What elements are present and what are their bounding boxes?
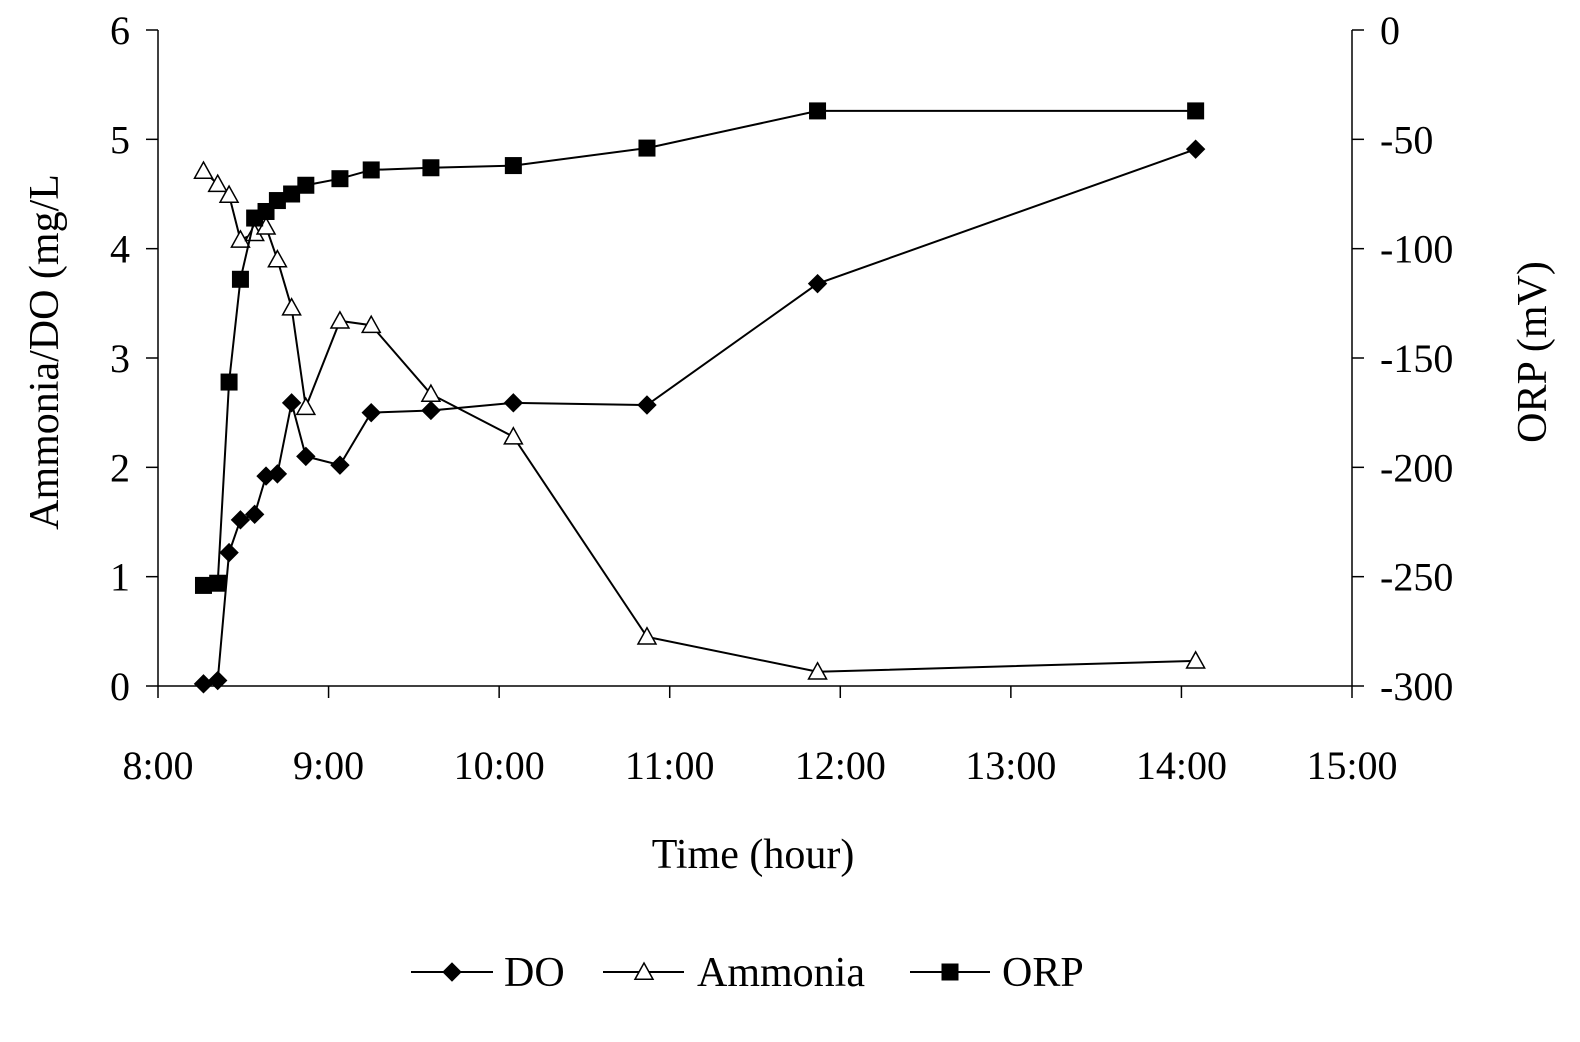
y-axis-title: Ammonia/DO (mg/L	[22, 174, 68, 530]
y2-tick-label: -50	[1380, 117, 1433, 162]
y2-tick-label: -250	[1380, 555, 1453, 600]
orp-point	[331, 170, 349, 188]
legend-label-do: DO	[504, 950, 565, 996]
do-point	[421, 400, 441, 421]
x-tick-label: 9:00	[293, 743, 364, 788]
x-tick-label: 11:00	[625, 743, 715, 788]
y2-tick-label: -150	[1380, 336, 1453, 381]
ammonia-point	[1185, 650, 1206, 669]
ammonia-point	[207, 173, 228, 193]
x-tick-label: 15:00	[1306, 743, 1397, 788]
ammonia-point	[636, 626, 658, 645]
x-tick-label: 14:00	[1136, 743, 1227, 788]
orp-point	[1187, 102, 1205, 120]
do-point	[503, 393, 524, 413]
y-tick-label: 1	[110, 555, 130, 600]
do-point	[1185, 139, 1206, 159]
ammonia-point	[218, 184, 240, 204]
y2-axis-title: ORP (mV)	[1510, 261, 1556, 443]
series-do	[193, 139, 1206, 694]
x-tick-label: 12:00	[795, 743, 886, 788]
ammonia-point	[360, 314, 382, 334]
legend-item-ammonia: Ammonia	[603, 950, 865, 996]
ammonia-point	[230, 229, 251, 248]
orp-point	[362, 161, 380, 179]
ammonia-point	[420, 383, 442, 403]
orp-point	[638, 139, 656, 157]
do-point	[193, 674, 214, 694]
y2-tick-label: 0	[1380, 8, 1400, 53]
ammonia-point	[329, 310, 351, 329]
do-point	[296, 446, 316, 467]
y-tick-label: 4	[110, 227, 130, 272]
do-point	[230, 510, 251, 530]
do-point	[244, 504, 265, 525]
series-layer	[193, 102, 1206, 694]
y-tick-label: 2	[110, 445, 130, 490]
orp-point	[209, 574, 227, 592]
y-tick-label: 3	[110, 336, 130, 381]
axes: 0 1 2 3 4 5 6 -300 -250 -200 -150 -100 -50 0 8:00 9:00 1…	[110, 8, 1453, 788]
series-ammonia	[193, 160, 1206, 680]
orp-point	[504, 157, 522, 175]
orp-point	[268, 192, 286, 210]
series-orp	[194, 102, 1205, 594]
orp-point	[220, 373, 238, 391]
ammonia-point	[503, 426, 524, 445]
x-tick-label: 13:00	[965, 743, 1056, 788]
x-tick-label: 10:00	[454, 743, 545, 788]
do-point	[281, 393, 302, 413]
do-line	[203, 148, 1196, 685]
x-axis-title: Time (hour)	[652, 832, 855, 878]
do-point	[219, 542, 239, 563]
legend-marker-orp	[941, 963, 959, 981]
y2-tick-label: -100	[1380, 227, 1453, 272]
orp-point	[422, 159, 440, 177]
y2-tick-label: -300	[1380, 664, 1453, 709]
do-point	[637, 395, 657, 415]
do-point	[361, 402, 381, 423]
legend: DO Ammonia ORP	[411, 950, 1084, 996]
legend-item-do: DO	[411, 950, 565, 996]
ammonia-point	[193, 160, 214, 179]
legend-label-orp: ORP	[1002, 950, 1084, 996]
orp-point	[231, 270, 249, 288]
legend-item-orp: ORP	[910, 950, 1084, 996]
ammonia-point	[807, 661, 828, 680]
do-point	[267, 464, 288, 484]
orp-point	[283, 185, 301, 203]
y-tick-label: 5	[110, 117, 130, 162]
ammonia-point	[281, 297, 302, 316]
ammonia-point	[267, 249, 288, 268]
do-point	[330, 455, 350, 475]
x-tick-label: 8:00	[122, 743, 193, 788]
do-point	[807, 273, 828, 294]
y2-tick-label: -200	[1380, 445, 1453, 490]
legend-marker-ammonia	[633, 961, 655, 980]
legend-label-ammonia: Ammonia	[697, 950, 865, 996]
legend-marker-do	[442, 962, 462, 982]
ammonia-point	[295, 396, 317, 416]
y-tick-label: 6	[110, 8, 130, 53]
orp-point	[194, 576, 212, 594]
ammonia-line	[202, 170, 1196, 673]
y-tick-label: 0	[110, 664, 130, 709]
orp-point	[809, 102, 827, 120]
do-point	[207, 670, 228, 691]
orp-point	[297, 176, 315, 194]
orp-line	[203, 109, 1196, 587]
